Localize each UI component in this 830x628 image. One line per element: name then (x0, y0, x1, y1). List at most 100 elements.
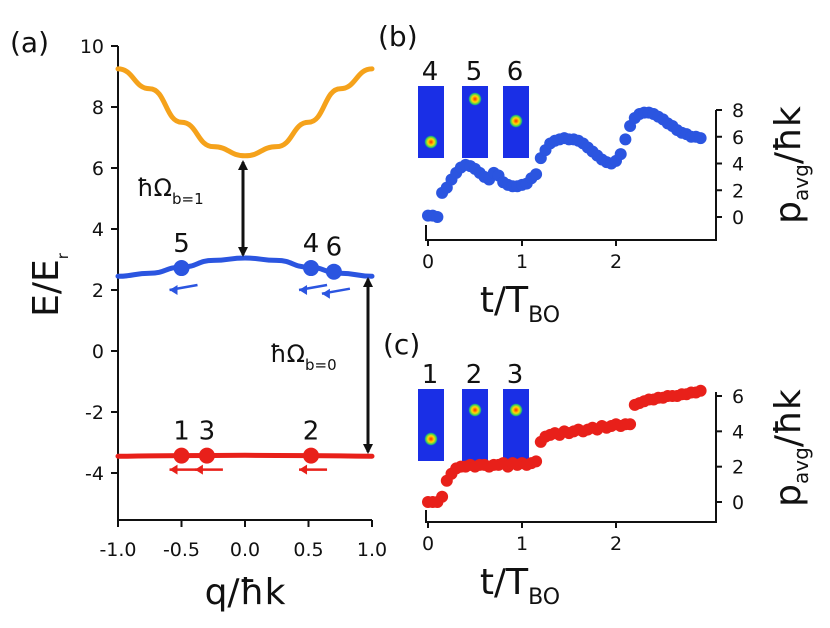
y-tick-label: 6 (732, 386, 744, 408)
panel-b-y-label: pavg/ħk (768, 106, 813, 224)
atom-cloud-spot (424, 432, 438, 446)
panel-c-y-ticks: 6 4 2 0 (716, 386, 744, 514)
x-tick-label: 1 (516, 251, 528, 273)
image-label-4: 4 (422, 57, 439, 87)
band-point-label-2: 2 (303, 417, 320, 447)
panel-b-x-label: t/TBO (480, 280, 560, 328)
data-point (530, 455, 543, 468)
image-label-2: 2 (466, 360, 483, 390)
absorption-image (418, 389, 444, 461)
panel-c-y-label-main: p (768, 484, 809, 507)
panel-a-x-label: q/ħk (205, 572, 286, 613)
panel-b-x-ticks: 0 1 2 (422, 240, 622, 273)
motion-arrow-head (169, 464, 178, 475)
panel-c-label: (c) (383, 328, 420, 361)
data-point (694, 132, 707, 145)
transition-label-b0-main: ħΩ (270, 340, 305, 368)
x-tick-label: 0.5 (293, 539, 323, 561)
y-tick-label: -2 (85, 402, 104, 424)
y-tick-label: 4 (732, 154, 744, 176)
atom-cloud-spot (509, 114, 523, 128)
x-tick-label: 0.0 (230, 539, 260, 561)
panel-a-y-label-main: E/E (26, 259, 67, 317)
band-point-2 (303, 447, 320, 464)
y-tick-label: 0 (732, 492, 744, 514)
y-tick-label: 2 (732, 457, 744, 479)
panel-b-y-label-sub: avg (789, 164, 813, 201)
transition-label-b1: ħΩb=1 (137, 174, 204, 208)
y-tick-label: 8 (732, 100, 744, 122)
atom-cloud-spot (468, 403, 482, 417)
y-tick-label: 10 (80, 36, 104, 58)
y-tick-label: 4 (92, 219, 104, 241)
panel-b-axes (425, 110, 717, 241)
x-tick-label: 0 (422, 533, 434, 555)
data-point (431, 211, 444, 223)
band-curve (115, 66, 375, 159)
panel-a-axes (117, 46, 372, 521)
x-tick-label: 1 (516, 533, 528, 555)
panel-a-motion-arrows (169, 283, 351, 475)
x-tick-label: 2 (610, 533, 622, 555)
transition-label-b0: ħΩb=0 (270, 340, 337, 374)
panel-c-x-ticks: 0 1 2 (422, 522, 622, 555)
atom-cloud-spot (424, 135, 438, 149)
y-tick-label: 6 (92, 158, 104, 180)
panel-c-x-label-main: t/T (480, 562, 529, 603)
band-point-label-4: 4 (303, 229, 320, 259)
panel-b-y-label-tail: /ħk (768, 106, 809, 164)
panel-c-data-points (422, 384, 707, 508)
y-tick-label: 6 (732, 127, 744, 149)
atom-cloud-spot (509, 403, 523, 417)
image-label-6: 6 (507, 57, 524, 87)
transition-label-b1-sub: b=1 (172, 190, 204, 208)
panel-a-y-label-sub: r (54, 252, 72, 259)
y-tick-label: -4 (85, 463, 104, 485)
panel-c-x-label-sub: BO (528, 585, 560, 610)
x-tick-label: 2 (610, 251, 622, 273)
panel-c-y-label-sub: avg (789, 447, 813, 484)
y-tick-label: 8 (92, 97, 104, 119)
image-label-3: 3 (507, 360, 524, 390)
panel-b-y-ticks: 8 6 4 2 0 (716, 100, 744, 229)
panel-b-data-points (422, 106, 707, 223)
band-point-3 (198, 447, 215, 464)
image-label-5: 5 (466, 57, 483, 87)
y-tick-label: 2 (732, 180, 744, 202)
data-point (694, 384, 707, 397)
panel-a-y-ticks: 10 8 6 4 2 0 -2 -4 (80, 36, 118, 485)
atom-cloud-spot (468, 92, 482, 106)
motion-arrow-head (169, 285, 178, 296)
panel-c-y-label: pavg/ħk (768, 389, 813, 507)
motion-arrow-head (299, 285, 308, 296)
data-point (624, 418, 637, 431)
motion-arrow-head (299, 464, 308, 475)
image-label-1: 1 (422, 360, 439, 390)
band-curve (115, 452, 375, 459)
data-point (619, 133, 632, 146)
panel-a-x-ticks: -1.0 -0.5 0.0 0.5 1.0 (99, 520, 387, 561)
panel-a-points: 5 4 6 1 3 2 (173, 229, 342, 464)
band-point-4 (303, 260, 320, 277)
panel-c-y-label-tail: /ħk (768, 389, 809, 447)
x-tick-label: 1.0 (357, 539, 387, 561)
panel-b-x-label-main: t/T (480, 280, 529, 321)
x-tick-label: -0.5 (163, 539, 200, 561)
band-point-label-6: 6 (326, 233, 343, 263)
data-point (614, 148, 627, 161)
x-tick-label: 0 (422, 251, 434, 273)
y-tick-label: 4 (732, 421, 744, 443)
panel-c-axes (425, 392, 717, 523)
band-point-6 (325, 263, 342, 280)
data-point (436, 490, 449, 503)
transition-label-b0-sub: b=0 (305, 356, 337, 374)
panel-a-y-label: E/Er (26, 252, 72, 317)
band-point-label-3: 3 (199, 417, 216, 447)
absorption-image (462, 389, 488, 461)
